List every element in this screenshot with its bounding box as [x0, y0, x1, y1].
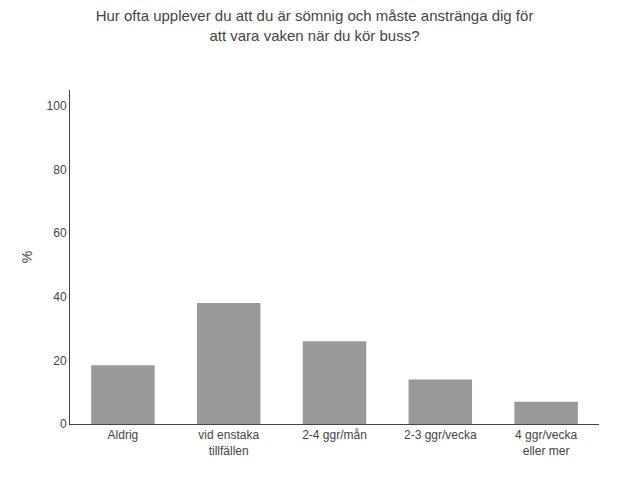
- svg-text:4 ggr/veckaeller mer: 4 ggr/veckaeller mer: [515, 428, 577, 458]
- svg-text:20: 20: [53, 354, 67, 368]
- svg-text:Aldrig: Aldrig: [108, 428, 139, 442]
- svg-text:2-3 ggr/vecka: 2-3 ggr/vecka: [404, 428, 477, 442]
- svg-text:%: %: [19, 251, 35, 263]
- svg-text:40: 40: [53, 290, 67, 304]
- svg-text:80: 80: [53, 163, 67, 177]
- svg-text:100: 100: [47, 99, 67, 113]
- svg-text:60: 60: [53, 226, 67, 240]
- svg-text:Hur ofta upplever du att du är: Hur ofta upplever du att du är sömnig oc…: [96, 7, 534, 44]
- svg-text:0: 0: [60, 417, 67, 431]
- svg-text:vid enstakatillfällen: vid enstakatillfällen: [198, 428, 259, 458]
- svg-text:2-4 ggr/mån: 2-4 ggr/mån: [302, 428, 367, 442]
